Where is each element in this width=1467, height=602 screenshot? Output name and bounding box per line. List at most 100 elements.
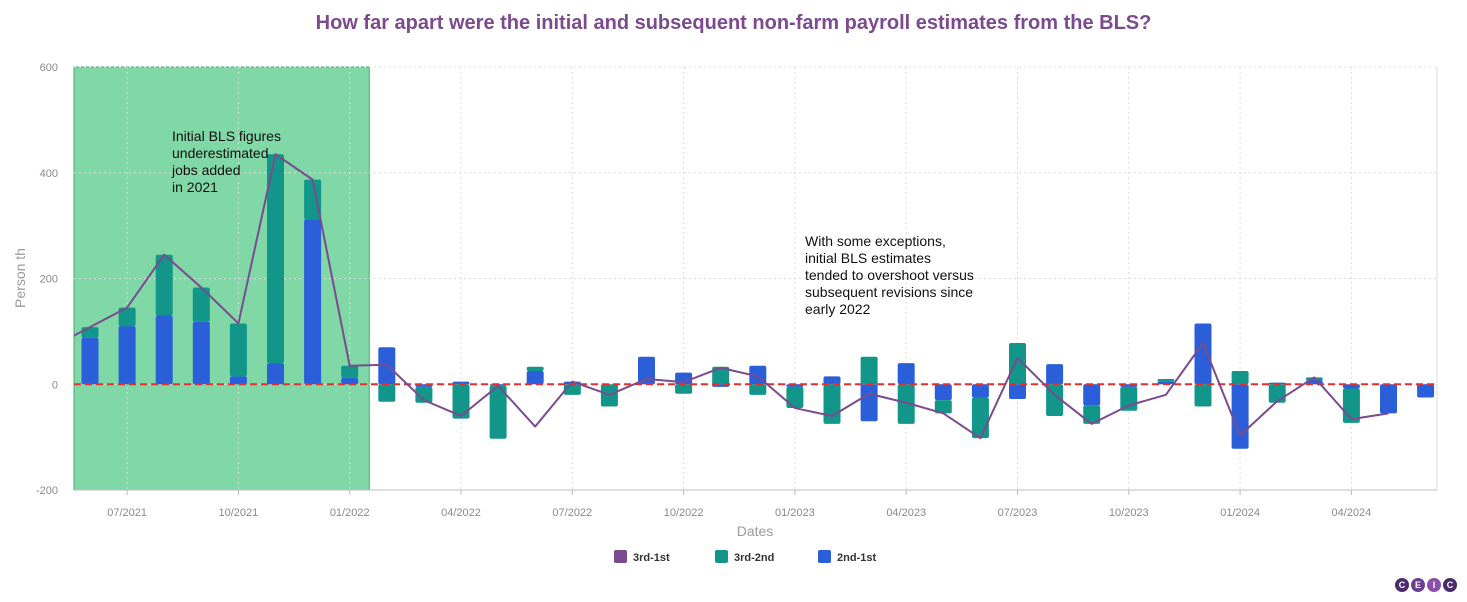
- axis-layer: -200 0 200 400 600 07/2021 10/2021 01/2022 04/20…: [36, 62, 1437, 519]
- annotation-1-line: in 2021: [172, 179, 218, 195]
- bar-3rd-2nd-2023-02: [823, 384, 841, 424]
- bar-3rd-2nd-2022-10: [675, 384, 693, 394]
- bar-3rd-2nd-2022-11: [712, 366, 730, 385]
- bar-3rd-2nd-2023-04: [897, 384, 915, 424]
- bar-2nd-1st-2023-02: [823, 376, 841, 385]
- bar-3rd-2nd-2023-11: [1157, 378, 1175, 382]
- bar-2nd-1st-2022-09: [638, 356, 655, 385]
- line-series-3rd-1st: [73, 153, 1389, 440]
- ceic-logo-letter: C: [1395, 578, 1409, 592]
- bar-2nd-1st-2021-07: [118, 326, 136, 385]
- legend-item-3rd-2nd[interactable]: 3rd-2nd: [715, 550, 774, 564]
- bar-2nd-1st-2023-06: [971, 384, 989, 398]
- bar-3rd-2nd-2022-01: [341, 365, 359, 378]
- bar-2nd-1st-2023-07: [1009, 384, 1026, 400]
- bar-3rd-2nd-2022-12: [749, 384, 767, 395]
- bar-2nd-1st-2022-06: [526, 371, 544, 385]
- bar-2nd-1st-2023-08: [1046, 364, 1064, 385]
- bar-3rd-2nd-2021-10: [229, 323, 247, 377]
- annotation-2-line: early 2022: [805, 301, 871, 317]
- bar-3rd-2nd-2022-06: [526, 366, 544, 372]
- x-tick-label: 10/2022: [664, 507, 704, 519]
- legend-swatch: [715, 550, 728, 563]
- bar-3rd-2nd-2023-05: [934, 400, 952, 414]
- bar-2nd-1st-2023-05: [934, 384, 952, 401]
- bar-3rd-2nd-2023-06: [971, 397, 989, 439]
- bar-2nd-1st-2023-11: [1157, 381, 1175, 385]
- legend-label: 3rd-1st: [633, 552, 670, 564]
- bar-3rd-2nd-2022-04: [452, 384, 470, 419]
- bar-2nd-1st-2024-05: [1380, 384, 1397, 414]
- bar-2nd-1st-2021-08: [155, 315, 173, 385]
- x-tick-label: 07/2023: [998, 507, 1038, 519]
- bar-3rd-2nd-2023-12: [1194, 384, 1212, 407]
- annotation-2-line: tended to overshoot versus: [805, 267, 974, 283]
- bar-3rd-2nd-2023-07: [1009, 343, 1026, 385]
- legend: 3rd-1st 3rd-2nd 2nd-1st: [614, 550, 876, 564]
- bar-2nd-1st-2021-09: [192, 321, 210, 385]
- legend-swatch: [614, 550, 627, 563]
- x-tick-label: 07/2022: [552, 507, 592, 519]
- bar-3rd-2nd-2023-09: [1083, 405, 1101, 424]
- bar-3rd-2nd-2021-09: [192, 287, 210, 322]
- annotation-2-line: subsequent revisions since: [805, 284, 973, 300]
- bar-2nd-1st-2021-10: [229, 376, 247, 385]
- bar-3rd-2nd-2021-11: [267, 154, 284, 364]
- bar-3rd-2nd-2021-07: [118, 307, 136, 327]
- bar-3rd-2nd-2022-05: [489, 385, 507, 439]
- bar-3rd-2nd-2021-06: [81, 327, 99, 338]
- bar-2nd-1st-2023-03: [860, 384, 878, 422]
- y-tick-label: 600: [40, 62, 58, 74]
- x-tick-label: 04/2022: [441, 507, 481, 519]
- x-tick-label: 01/2024: [1220, 507, 1260, 519]
- bar-3rd-2nd-2024-01: [1231, 371, 1249, 385]
- bar-3rd-2nd-2023-03: [860, 356, 878, 385]
- chart-title: How far apart were the initial and subse…: [315, 12, 1152, 34]
- bar-3rd-2nd-2023-10: [1120, 386, 1138, 411]
- annotation-1-line: jobs added: [171, 162, 241, 178]
- y-tick-label: -200: [36, 485, 58, 497]
- ceic-logo-letter: C: [1443, 578, 1457, 592]
- bar-2nd-1st-2023-12: [1194, 323, 1212, 385]
- x-tick-label: 01/2023: [775, 507, 815, 519]
- x-tick-label: 04/2024: [1332, 507, 1372, 519]
- bar-2nd-1st-2021-06: [81, 337, 99, 385]
- bar-2nd-1st-2021-11: [267, 363, 284, 385]
- y-axis-title: Person th: [12, 248, 28, 308]
- legend-swatch: [818, 550, 831, 563]
- legend-item-3rd-1st[interactable]: 3rd-1st: [614, 550, 670, 564]
- x-axis-title: Dates: [737, 523, 774, 539]
- x-tick-label: 10/2023: [1109, 507, 1149, 519]
- x-tick-label: 07/2021: [107, 507, 147, 519]
- bar-3rd-2nd-2024-02: [1268, 384, 1286, 403]
- bar-3rd-2nd-2021-12: [304, 179, 322, 220]
- ceic-logo-letter: I: [1427, 578, 1441, 592]
- annotation-2-line: initial BLS estimates: [805, 250, 931, 266]
- bar-3rd-2nd-2023-08: [1046, 384, 1064, 416]
- y-tick-label: 400: [40, 168, 58, 180]
- bar-3rd-2nd-2022-03: [415, 386, 433, 403]
- y-tick-label: 0: [52, 379, 58, 391]
- bar-3rd-2nd-2023-01: [786, 386, 804, 409]
- x-tick-label: 01/2022: [330, 507, 370, 519]
- bar-2nd-1st-2022-01: [341, 377, 359, 385]
- legend-label: 2nd-1st: [837, 552, 876, 564]
- bar-2nd-1st-2023-09: [1083, 384, 1101, 406]
- line-layer: [73, 153, 1389, 440]
- y-tick-label: 200: [40, 274, 58, 286]
- bar-layer: [81, 154, 1435, 449]
- bar-2nd-1st-2024-04: [1342, 384, 1360, 389]
- x-tick-label: 04/2023: [886, 507, 926, 519]
- legend-label: 3rd-2nd: [734, 552, 774, 564]
- annotation-2-line: With some exceptions,: [805, 233, 946, 249]
- bar-3rd-2nd-2021-08: [155, 254, 173, 316]
- annotation-1-line: underestimated: [172, 145, 269, 161]
- bar-3rd-2nd-2022-02: [378, 384, 396, 402]
- bar-2nd-1st-2024-01: [1231, 384, 1249, 449]
- bar-2nd-1st-2023-04: [897, 363, 915, 385]
- bar-2nd-1st-2021-12: [304, 219, 322, 385]
- x-tick-label: 10/2021: [219, 507, 259, 519]
- legend-item-2nd-1st[interactable]: 2nd-1st: [818, 550, 876, 564]
